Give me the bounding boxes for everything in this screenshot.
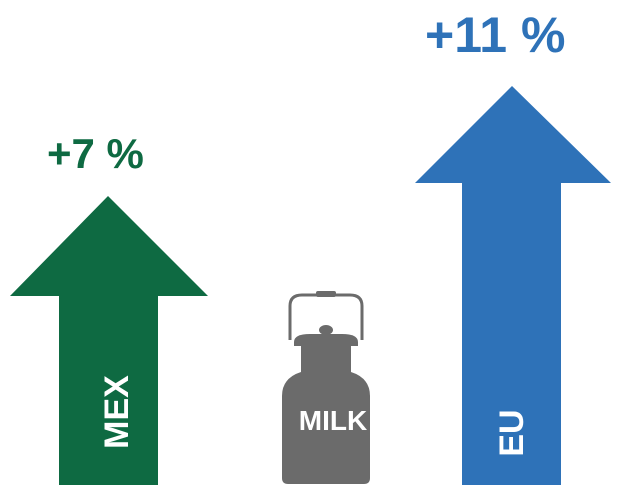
mex-change-value: +7 % xyxy=(47,130,144,177)
eu-change-value: +11 % xyxy=(425,7,566,63)
milk-label: MILK xyxy=(298,405,368,436)
